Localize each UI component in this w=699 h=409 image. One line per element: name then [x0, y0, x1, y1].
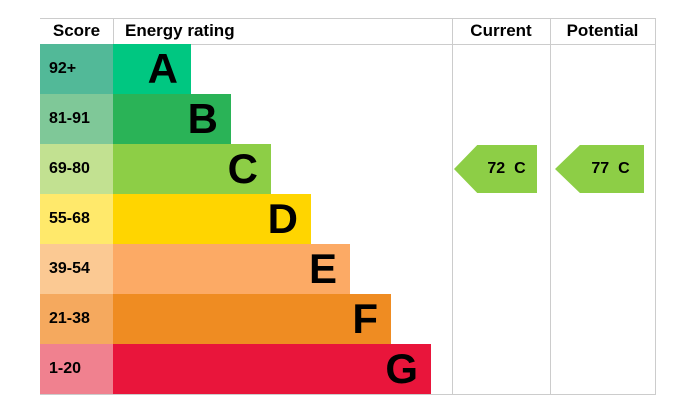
grid-line-potential-right: [655, 18, 656, 395]
rating-letter-g: G: [385, 345, 418, 392]
grid-line-potential-left: [550, 18, 551, 395]
grid-line-header-bottom: [40, 44, 655, 45]
score-range-c: 69-80: [40, 144, 113, 194]
score-range-d: 55-68: [40, 194, 113, 244]
score-range-a: 92+: [40, 44, 113, 94]
rating-letter-d: D: [267, 195, 298, 242]
rating-bar-e: E: [113, 244, 350, 294]
rating-bar-d: D: [113, 194, 311, 244]
rating-bar-a: A: [113, 44, 191, 94]
score-range-b: 81-91: [40, 94, 113, 144]
rating-letter-a: A: [147, 45, 178, 92]
score-header: Score: [52, 21, 101, 40]
grid-line-current-left: [452, 18, 453, 395]
rating-letter-b: B: [187, 95, 218, 142]
grid-line-score-divider: [113, 18, 114, 45]
current-rating-band: C: [514, 160, 526, 177]
score-range-g: 1-20: [40, 344, 113, 394]
rating-bar-g: G: [113, 344, 431, 394]
potential-rating-arrow: 77 C: [555, 145, 644, 193]
rating-letter-f: F: [352, 295, 378, 342]
grid-line-top: [40, 18, 655, 19]
current-rating-arrow: 72 C: [454, 145, 537, 193]
potential-rating-band: C: [618, 160, 630, 177]
potential-rating-value: 77: [591, 160, 610, 177]
current-header: Current: [470, 21, 532, 40]
rating-bar-c: C: [113, 144, 271, 194]
rating-bar-f: F: [113, 294, 391, 344]
energy-rating-header: Energy rating: [125, 21, 235, 40]
score-range-e: 39-54: [40, 244, 113, 294]
score-range-f: 21-38: [40, 294, 113, 344]
rating-bar-b: B: [113, 94, 231, 144]
potential-header: Potential: [566, 21, 639, 40]
rating-letter-c: C: [227, 145, 258, 192]
current-rating-value: 72: [487, 160, 506, 177]
rating-letter-e: E: [308, 245, 337, 292]
grid-line-bottom: [40, 394, 655, 395]
